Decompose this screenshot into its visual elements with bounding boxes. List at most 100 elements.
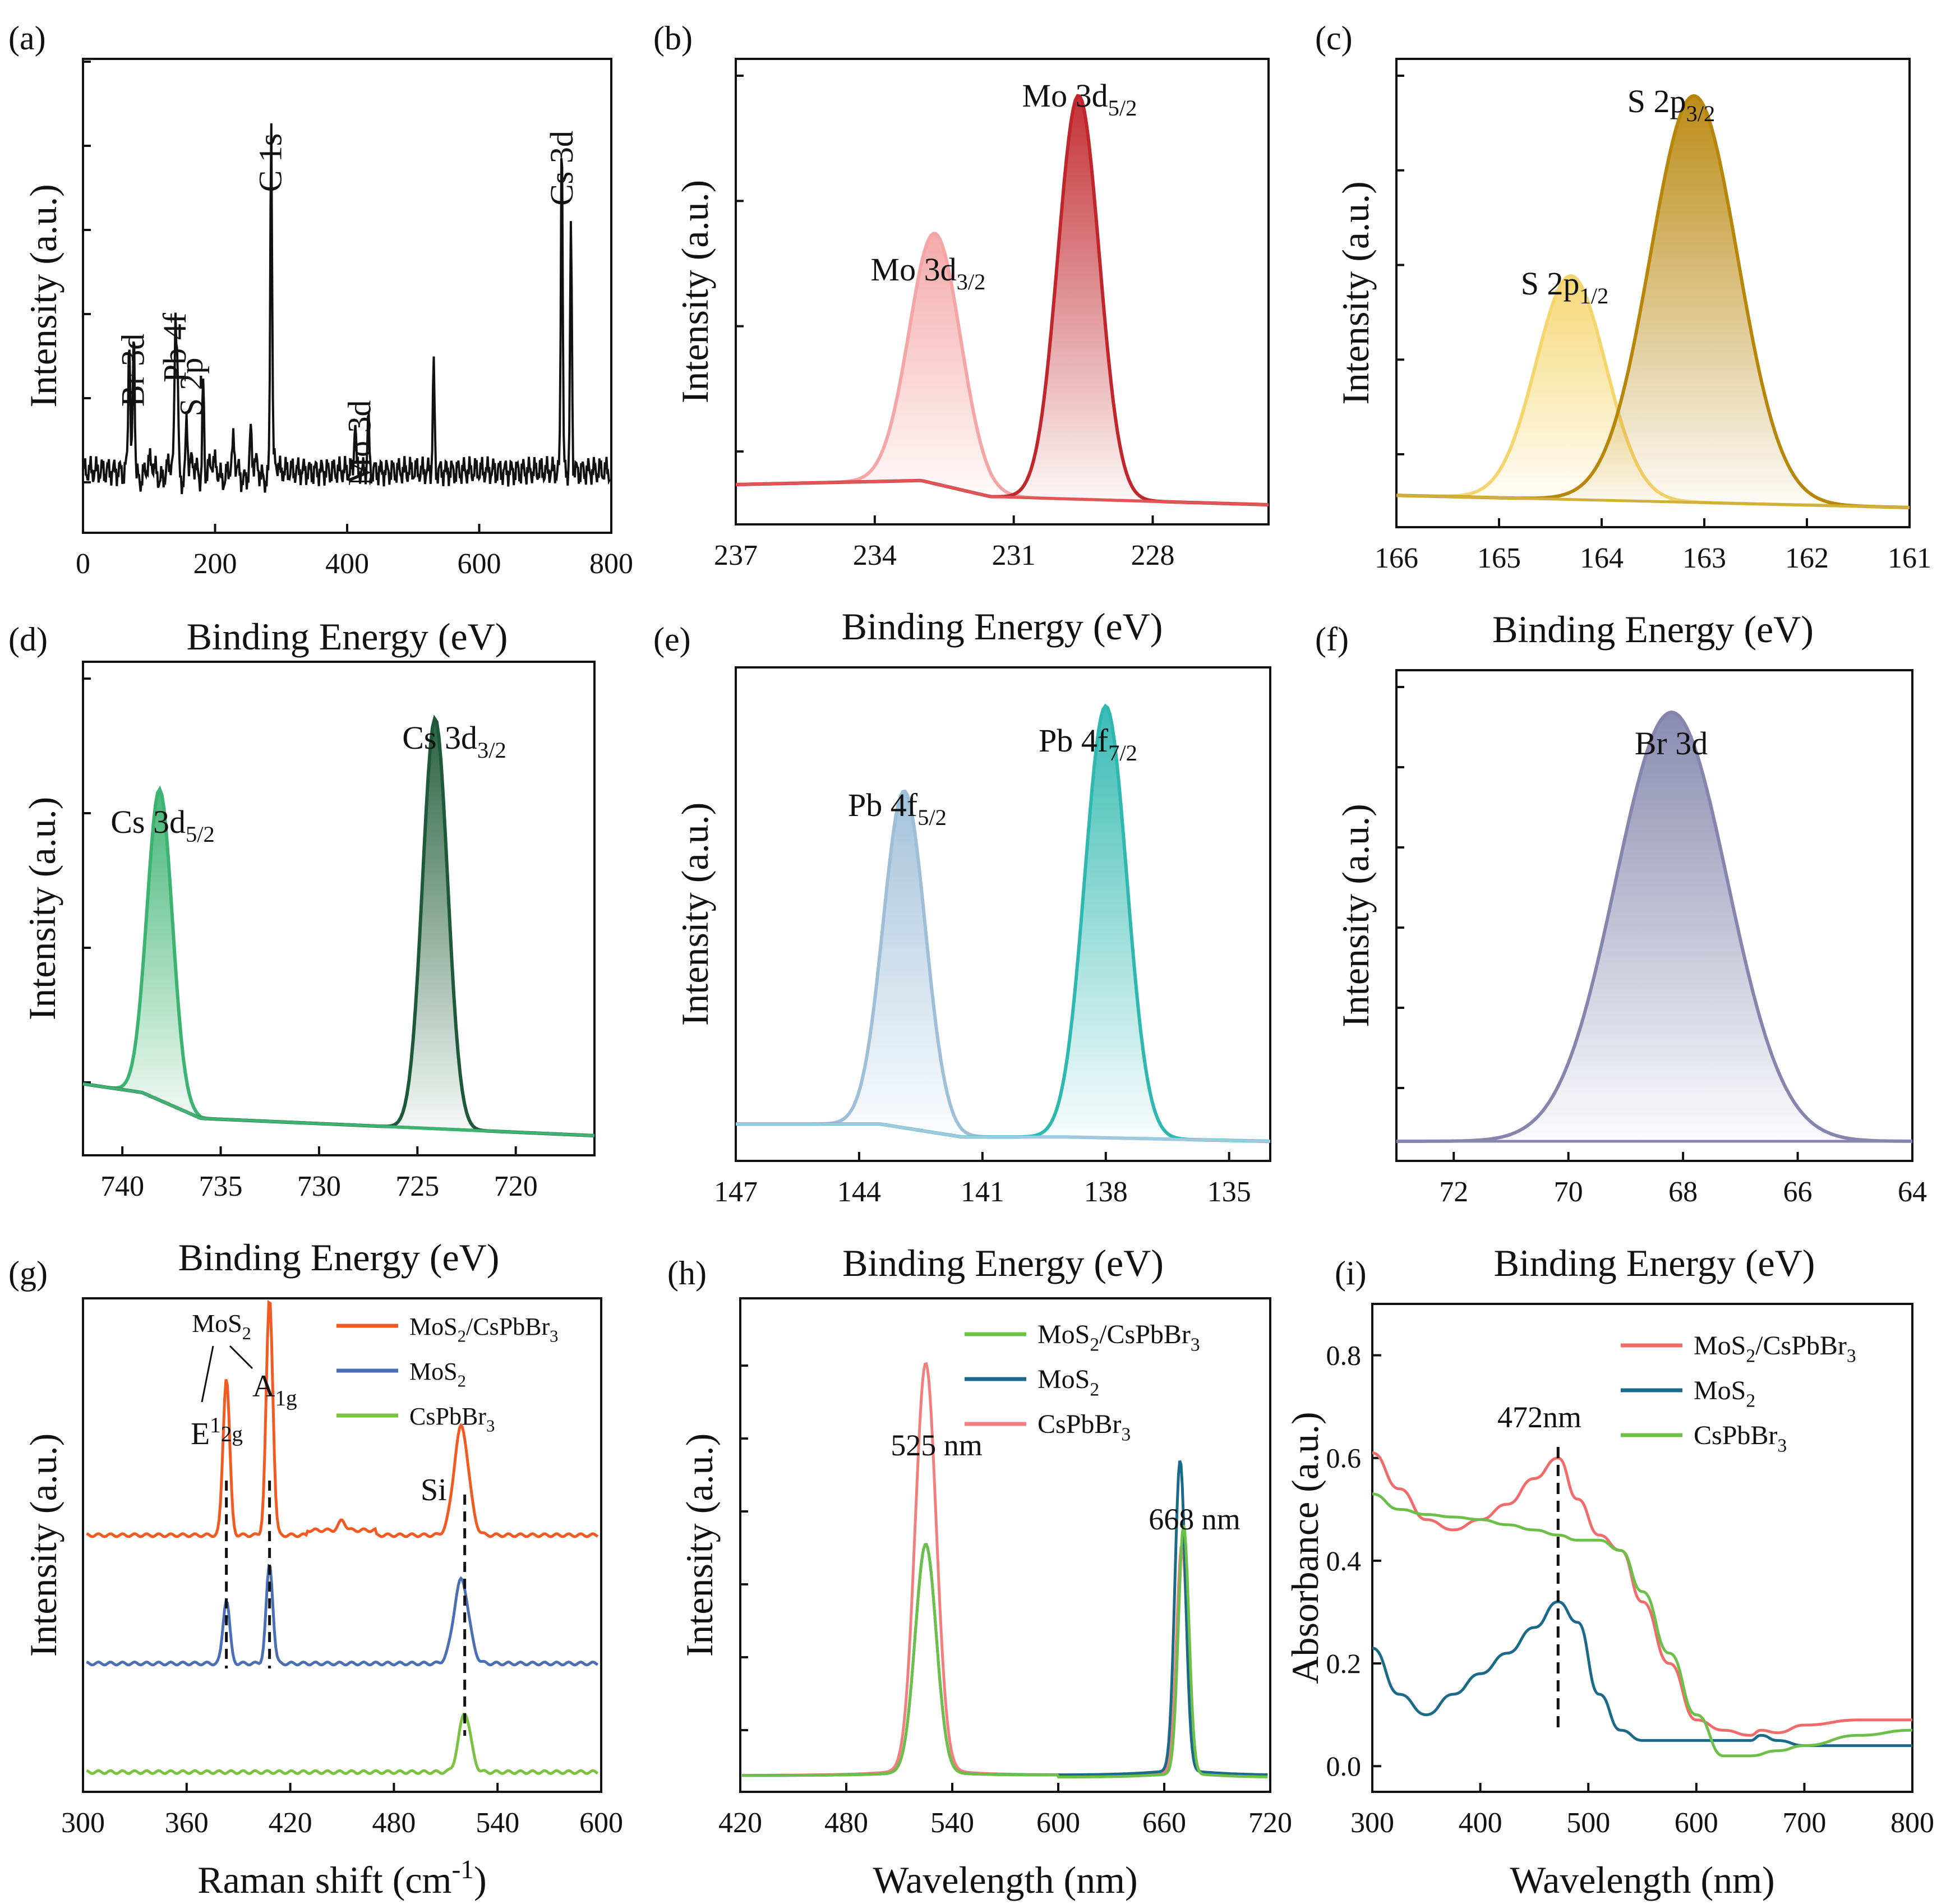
x-tick-label: 400 [1459, 1807, 1502, 1839]
x-axis-label: Binding Energy (eV) [842, 1242, 1164, 1284]
x-tick-label: 700 [1782, 1807, 1826, 1839]
x-tick-label: 234 [853, 540, 897, 571]
x-tick-label: 300 [61, 1807, 105, 1839]
panel-c: (c) 166 165 164 163 162 161 Binding Energy (eV)… [1315, 20, 1931, 651]
panel-d: (d) 740 735 730 725 720 Binding Energy (eV) Int… [8, 621, 596, 1279]
raman-curve [86, 1563, 599, 1667]
plot-frame [1371, 1303, 1913, 1793]
plot-frame [739, 1297, 1271, 1793]
panel-label: (g) [8, 1255, 48, 1292]
x-tick-label: 70 [1554, 1176, 1583, 1208]
background-curve [1396, 494, 1910, 509]
x-axis-label: Raman shift (cm-1) [197, 1855, 487, 1901]
mos2-label-part: MoS [192, 1309, 242, 1338]
pl-curve [742, 1525, 1268, 1779]
legend-label: MoS2/CsPbBr3 [1694, 1331, 1856, 1366]
plot-frame [1395, 58, 1911, 528]
peak-annotation: Mo 3d [342, 400, 378, 486]
peak-fill [1396, 276, 1910, 508]
x-tick-label: 138 [1084, 1176, 1128, 1208]
mos2-label: MoS2 [192, 1309, 251, 1343]
x-axis-label: Wavelength (nm) [1510, 1859, 1774, 1901]
legend-label-part: 3 [1191, 1334, 1200, 1355]
arrow-line [229, 1345, 253, 1370]
peak-label-part: 7/2 [1108, 740, 1137, 766]
x-tick-label: 135 [1207, 1176, 1251, 1208]
legend-label-part: MoS [1037, 1320, 1090, 1349]
panel-label: (i) [1335, 1255, 1367, 1292]
peak-label: Pb 4f5/2 [848, 787, 947, 830]
x-tick-label: 0 [76, 548, 90, 580]
x-tick-label: 740 [100, 1170, 144, 1202]
absorbance-curve [1372, 1492, 1913, 1758]
peak-label-part: Cs 3d [402, 720, 477, 756]
x-tick-label: 730 [297, 1170, 341, 1202]
peak-label-part: 5/2 [186, 822, 215, 847]
peak-annotation: 668 nm [1149, 1502, 1241, 1536]
x-tick-label: 720 [494, 1170, 538, 1202]
x-tick-label: 164 [1580, 542, 1624, 574]
y-axis-label: Intensity (a.u.) [1334, 804, 1377, 1027]
x-axis-label-part: Raman shift (cm [197, 1859, 451, 1901]
x-tick-label: 200 [193, 548, 237, 580]
legend-label-part: CsPbBr [1037, 1409, 1121, 1439]
panel-h: (h)420 480 540 600 660 720MoS2/CsPbBr3MoS2CsP… [667, 1255, 1292, 1901]
peak-annotation: Br 3d [115, 334, 151, 407]
x-axis-label: Binding Energy (eV) [187, 615, 508, 658]
peak-label-part: Cs 3d [110, 804, 186, 840]
panel-g: (g)300 360 420 480 540 600MoS2/CsPbBr3MoS2CsP… [8, 1255, 623, 1901]
x-tick-label: 540 [930, 1807, 974, 1839]
panel-label: (c) [1315, 20, 1353, 57]
absorbance-curve [1372, 1600, 1912, 1748]
x-tick-label: 600 [579, 1807, 623, 1839]
panel-a: (a) 0 200 400 600 800 Binding Energy (eV) Inten… [8, 20, 633, 658]
background-curve [82, 1082, 595, 1137]
x-tick-label: 800 [589, 548, 633, 580]
peak-label: Pb 4f7/2 [1039, 722, 1137, 766]
legend-label-part: CsPbBr [409, 1403, 486, 1430]
x-tick-label: 228 [1131, 540, 1174, 571]
peak-label: S 2p3/2 [1627, 83, 1716, 126]
peak-fill [83, 789, 594, 1136]
raman-curve [86, 1712, 599, 1775]
arrow-line [201, 1345, 214, 1403]
plot-frame [735, 666, 1271, 1162]
background-curve [736, 1122, 1271, 1143]
peak-annotation: C 1s [252, 133, 289, 192]
plot-frame [1395, 669, 1913, 1162]
y-axis-label: Intensity (a.u.) [22, 1433, 64, 1657]
panel-f: (f) 72 70 68 66 64 Binding Energy (eV) Intensit… [1315, 621, 1927, 1284]
legend-label: MoS2 [1694, 1376, 1755, 1411]
panel-label: (f) [1315, 621, 1349, 658]
x-tick-label: 400 [325, 548, 369, 580]
y-tick-label: 0.0 [1326, 1750, 1362, 1782]
x-tick-label: 735 [199, 1170, 243, 1202]
x-tick-label: 720 [1248, 1807, 1292, 1839]
peak-curve [736, 789, 1271, 1143]
x-tick-label: 166 [1375, 542, 1418, 574]
x-axis-label: Binding Energy (eV) [1492, 608, 1814, 651]
y-axis-label: Intensity (a.u.) [21, 797, 63, 1020]
x-tick-label: 72 [1439, 1176, 1468, 1208]
plot-frame [735, 58, 1270, 525]
x-axis-label-part: -1 [451, 1855, 474, 1884]
legend-label-part: 2 [1746, 1345, 1755, 1366]
peak-label: Br 3d [1635, 725, 1708, 762]
legend-label-part: 3 [550, 1326, 558, 1345]
survey-spectrum [83, 123, 611, 495]
legend-label-part: 3 [486, 1416, 495, 1435]
x-tick-label: 725 [395, 1170, 439, 1202]
peak-fill [736, 95, 1269, 505]
y-tick-label: 0.8 [1326, 1340, 1362, 1371]
peak-annotation: 472nm [1497, 1400, 1581, 1434]
x-tick-label: 68 [1668, 1176, 1698, 1208]
x-axis-label: Binding Energy (eV) [1494, 1242, 1815, 1284]
peak-label-part: S 2p [1627, 83, 1686, 119]
peak-label: Mo 3d5/2 [1022, 77, 1137, 121]
y-axis-label: Intensity (a.u.) [678, 1433, 721, 1657]
x-tick-label: 163 [1682, 542, 1726, 574]
x-tick-label: 237 [714, 540, 758, 571]
legend-label-part: MoS [409, 1313, 458, 1340]
